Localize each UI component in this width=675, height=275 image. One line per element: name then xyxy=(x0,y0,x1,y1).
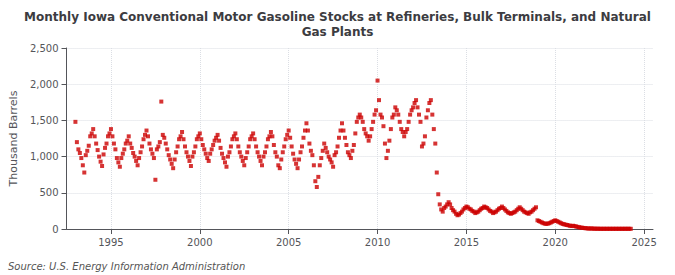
svg-text:Gas Plants: Gas Plants xyxy=(302,25,374,39)
svg-text:2,000: 2,000 xyxy=(30,79,59,90)
svg-text:1,500: 1,500 xyxy=(30,115,59,126)
svg-text:1,000: 1,000 xyxy=(30,151,59,162)
svg-text:0: 0 xyxy=(52,224,58,235)
svg-text:2020: 2020 xyxy=(543,237,568,248)
svg-text:2010: 2010 xyxy=(365,237,390,248)
svg-text:2,500: 2,500 xyxy=(30,43,59,54)
svg-text:Thousand Barrels: Thousand Barrels xyxy=(7,90,20,187)
svg-text:2025: 2025 xyxy=(631,237,656,248)
svg-text:1995: 1995 xyxy=(98,237,123,248)
svg-text:500: 500 xyxy=(39,187,58,198)
svg-text:Source: U.S. Energy Informatio: Source: U.S. Energy Information Administ… xyxy=(8,261,245,272)
svg-text:2015: 2015 xyxy=(454,237,479,248)
svg-text:2005: 2005 xyxy=(276,237,301,248)
svg-text:2000: 2000 xyxy=(187,237,212,248)
svg-text:Monthly Iowa Conventional Moto: Monthly Iowa Conventional Motor Gasoline… xyxy=(24,10,651,24)
